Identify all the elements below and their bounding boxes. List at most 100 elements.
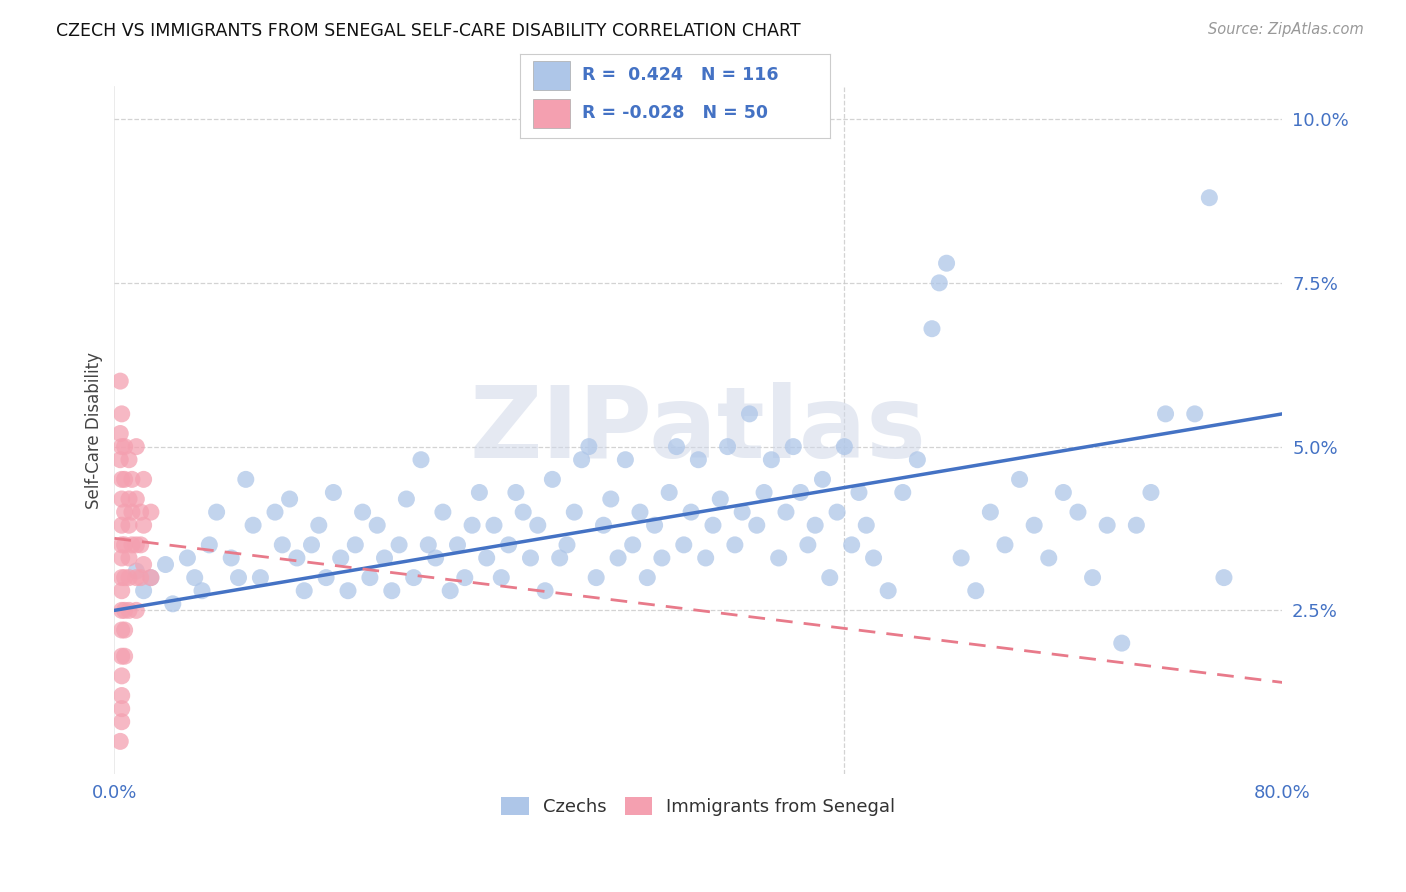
Point xyxy=(205,505,228,519)
Point xyxy=(761,452,783,467)
Point xyxy=(111,440,134,454)
Point xyxy=(651,551,673,566)
Point xyxy=(432,505,454,519)
Point xyxy=(928,276,950,290)
Point xyxy=(628,505,651,519)
FancyBboxPatch shape xyxy=(533,99,569,128)
Point xyxy=(621,538,644,552)
Point xyxy=(110,452,132,467)
FancyBboxPatch shape xyxy=(533,62,569,90)
Point xyxy=(219,551,242,566)
Point xyxy=(935,256,957,270)
Point xyxy=(804,518,827,533)
Point xyxy=(278,491,301,506)
Point xyxy=(1154,407,1177,421)
Point xyxy=(921,322,943,336)
Point xyxy=(125,571,148,585)
Point xyxy=(395,491,418,506)
Point xyxy=(111,583,134,598)
Point xyxy=(198,538,221,552)
Text: R =  0.424   N = 116: R = 0.424 N = 116 xyxy=(582,66,779,84)
Point xyxy=(344,538,367,552)
Point xyxy=(129,538,152,552)
Point xyxy=(118,571,141,585)
Point xyxy=(381,583,404,598)
Point xyxy=(571,452,593,467)
Text: CZECH VS IMMIGRANTS FROM SENEGAL SELF-CARE DISABILITY CORRELATION CHART: CZECH VS IMMIGRANTS FROM SENEGAL SELF-CA… xyxy=(56,22,801,40)
Point xyxy=(709,491,731,506)
Point xyxy=(1081,571,1104,585)
Point xyxy=(745,518,768,533)
Point xyxy=(1052,485,1074,500)
Point xyxy=(111,689,134,703)
Point xyxy=(352,505,374,519)
Point xyxy=(782,440,804,454)
Text: ZIPatlas: ZIPatlas xyxy=(470,382,927,479)
Point xyxy=(665,440,688,454)
Point xyxy=(688,452,710,467)
Point xyxy=(111,538,134,552)
Point xyxy=(114,623,136,637)
Point xyxy=(110,374,132,388)
Point xyxy=(658,485,681,500)
Point xyxy=(825,505,848,519)
Point xyxy=(121,538,143,552)
Point xyxy=(114,505,136,519)
Point xyxy=(562,505,585,519)
Point xyxy=(702,518,724,533)
Point xyxy=(139,505,162,519)
Point xyxy=(402,571,425,585)
Point xyxy=(818,571,841,585)
Point xyxy=(110,734,132,748)
Point xyxy=(114,649,136,664)
Point xyxy=(110,426,132,441)
Point xyxy=(111,669,134,683)
Point xyxy=(271,538,294,552)
Point xyxy=(132,558,155,572)
Point xyxy=(139,571,162,585)
Point xyxy=(592,518,614,533)
Point xyxy=(418,538,440,552)
Point xyxy=(491,571,513,585)
Point xyxy=(292,583,315,598)
Point xyxy=(366,518,388,533)
Point xyxy=(111,603,134,617)
Point xyxy=(752,485,775,500)
Point xyxy=(285,551,308,566)
Point xyxy=(695,551,717,566)
Point xyxy=(125,440,148,454)
Point xyxy=(114,472,136,486)
Point xyxy=(811,472,834,486)
Point xyxy=(731,505,754,519)
Point xyxy=(121,472,143,486)
Point xyxy=(541,472,564,486)
Point xyxy=(388,538,411,552)
Point xyxy=(242,518,264,533)
Point xyxy=(111,701,134,715)
Point xyxy=(337,583,360,598)
Point xyxy=(125,564,148,578)
Point xyxy=(132,518,155,533)
Point xyxy=(111,518,134,533)
Point xyxy=(534,583,557,598)
Point xyxy=(548,551,571,566)
Text: Source: ZipAtlas.com: Source: ZipAtlas.com xyxy=(1208,22,1364,37)
Point xyxy=(162,597,184,611)
Point xyxy=(468,485,491,500)
Point xyxy=(155,558,177,572)
Point xyxy=(891,485,914,500)
Point xyxy=(129,505,152,519)
Point xyxy=(607,551,630,566)
Point xyxy=(555,538,578,552)
Point xyxy=(585,571,607,585)
Point xyxy=(681,505,703,519)
Point xyxy=(125,603,148,617)
Point xyxy=(775,505,797,519)
Point xyxy=(315,571,337,585)
Point xyxy=(614,452,637,467)
Point xyxy=(454,571,477,585)
Point xyxy=(191,583,214,598)
Point xyxy=(114,603,136,617)
Point xyxy=(111,623,134,637)
Point xyxy=(373,551,395,566)
